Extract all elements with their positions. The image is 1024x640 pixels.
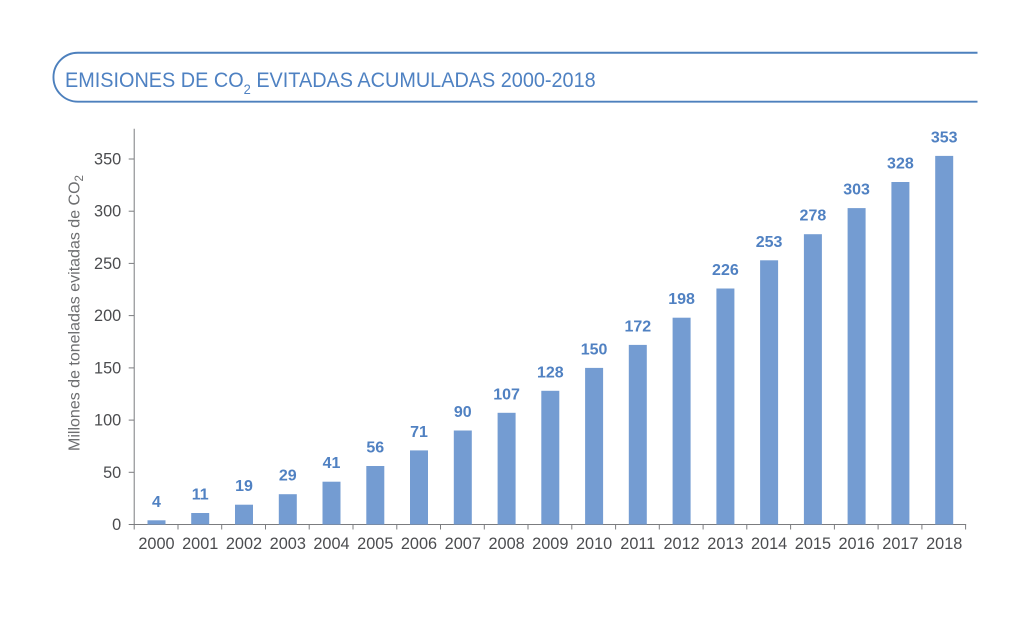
svg-text:198: 198 xyxy=(668,291,695,308)
svg-text:200: 200 xyxy=(94,307,121,325)
svg-text:50: 50 xyxy=(103,464,121,482)
svg-text:2007: 2007 xyxy=(445,535,481,553)
svg-text:2000: 2000 xyxy=(138,535,174,553)
svg-text:2016: 2016 xyxy=(838,535,874,553)
svg-text:2015: 2015 xyxy=(795,535,831,553)
svg-text:2018: 2018 xyxy=(926,535,962,553)
svg-text:2013: 2013 xyxy=(707,535,743,553)
svg-text:2014: 2014 xyxy=(751,535,787,553)
svg-text:300: 300 xyxy=(94,203,121,221)
svg-text:128: 128 xyxy=(537,364,564,381)
svg-text:41: 41 xyxy=(323,455,341,472)
svg-text:2003: 2003 xyxy=(270,535,306,553)
svg-text:29: 29 xyxy=(279,468,297,485)
svg-text:350: 350 xyxy=(94,151,121,169)
svg-text:71: 71 xyxy=(410,424,428,441)
svg-text:4: 4 xyxy=(152,494,161,511)
svg-text:328: 328 xyxy=(887,156,914,173)
svg-text:2011: 2011 xyxy=(620,535,655,553)
svg-text:Millones de toneladas evitadas: Millones de toneladas evitadas de CO2 xyxy=(67,175,87,451)
svg-text:2009: 2009 xyxy=(532,535,568,553)
svg-text:2005: 2005 xyxy=(357,535,393,553)
svg-text:11: 11 xyxy=(192,487,209,504)
svg-text:2001: 2001 xyxy=(182,535,218,553)
svg-text:250: 250 xyxy=(94,255,121,273)
svg-text:2008: 2008 xyxy=(488,535,524,553)
svg-text:2012: 2012 xyxy=(663,535,699,553)
svg-text:2004: 2004 xyxy=(313,535,349,553)
svg-text:253: 253 xyxy=(756,234,783,251)
svg-text:150: 150 xyxy=(94,359,121,377)
svg-text:100: 100 xyxy=(94,412,121,430)
svg-text:19: 19 xyxy=(235,478,253,495)
svg-text:2006: 2006 xyxy=(401,535,437,553)
svg-text:107: 107 xyxy=(493,386,520,403)
svg-text:278: 278 xyxy=(800,208,827,225)
svg-text:2017: 2017 xyxy=(882,535,918,553)
svg-text:90: 90 xyxy=(454,404,472,421)
svg-text:56: 56 xyxy=(366,440,384,457)
svg-text:353: 353 xyxy=(931,129,958,146)
svg-text:2010: 2010 xyxy=(576,535,612,553)
svg-text:150: 150 xyxy=(581,341,608,358)
svg-text:0: 0 xyxy=(112,516,121,534)
svg-text:226: 226 xyxy=(712,262,739,279)
svg-text:2002: 2002 xyxy=(226,535,262,553)
svg-text:172: 172 xyxy=(624,318,651,335)
svg-text:303: 303 xyxy=(843,182,870,199)
